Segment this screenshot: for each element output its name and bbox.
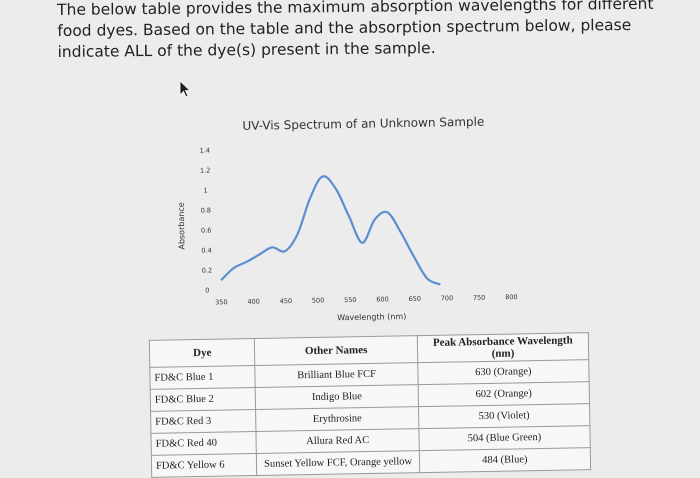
dye-table-container: Dye Other Names Peak Absorbance Waveleng… — [148, 332, 592, 478]
dye-table: Dye Other Names Peak Absorbance Waveleng… — [148, 332, 592, 478]
x-tick-label: 650 — [408, 295, 421, 303]
dye-cell: FD&C Yellow 6 — [151, 453, 258, 478]
mouse-cursor-icon — [179, 80, 192, 98]
y-tick-label: 0.8 — [201, 206, 211, 214]
y-tick-label: 0 — [205, 286, 209, 294]
header-peak-wavelength: Peak Absorbance Wavelength (nm) — [417, 332, 589, 363]
wavelength-cell: 530 (Violet) — [418, 403, 590, 429]
header-other-names: Other Names — [254, 335, 418, 366]
wavelength-cell: 630 (Orange) — [417, 359, 590, 385]
dye-cell: FD&C Blue 2 — [150, 387, 256, 412]
x-tick-label: 500 — [312, 296, 325, 304]
x-tick-label: 700 — [441, 294, 454, 302]
y-axis-label: Absorbance — [177, 202, 187, 250]
y-tick-label: 1.2 — [200, 166, 210, 174]
x-tick-label: 350 — [215, 298, 228, 306]
other-name-cell: Sunset Yellow FCF, Orange yellow — [256, 450, 420, 476]
x-tick-label: 450 — [280, 297, 293, 305]
x-tick-label: 600 — [376, 295, 389, 303]
other-name-cell: Erythrosine — [255, 406, 419, 432]
dye-cell: FD&C Red 3 — [150, 409, 257, 434]
absorption-spectrum-chart: UV-Vis Spectrum of an Unknown Sample Abs… — [168, 105, 532, 331]
dye-cell: FD&C Red 40 — [150, 431, 257, 456]
y-tick-label: 1.4 — [200, 146, 210, 154]
y-tick-label: 0.2 — [202, 266, 212, 274]
wavelength-cell: 504 (Blue Green) — [418, 425, 591, 451]
x-axis-label: Wavelength (nm) — [337, 312, 406, 322]
header-dye: Dye — [149, 338, 256, 368]
question-text: The below table provides the maximum abs… — [57, 0, 654, 61]
wavelength-cell: 484 (Blue) — [419, 447, 591, 473]
y-tick-label: 0.4 — [201, 246, 211, 254]
other-name-cell: Indigo Blue — [255, 384, 419, 410]
spectrum-line — [220, 175, 441, 286]
x-tick-label: 750 — [473, 294, 486, 302]
x-tick-labels: 350 400 450 500 550 600 650 700 750 800 — [215, 293, 518, 306]
other-name-cell: Brilliant Blue FCF — [255, 362, 418, 388]
y-tick-label: 0.6 — [201, 226, 211, 234]
dye-cell: FD&C Blue 1 — [149, 365, 256, 390]
chart-svg: UV-Vis Spectrum of an Unknown Sample Abs… — [177, 115, 518, 323]
y-tick-labels: 0 0.2 0.4 0.6 0.8 1 1.2 1.4 — [200, 146, 213, 294]
y-tick-label: 1 — [203, 186, 207, 194]
wavelength-cell: 602 (Orange) — [417, 381, 590, 407]
chart-title: UV-Vis Spectrum of an Unknown Sample — [242, 115, 484, 133]
x-tick-label: 400 — [247, 298, 260, 306]
x-tick-label: 550 — [344, 296, 357, 304]
other-name-cell: Allura Red AC — [256, 428, 420, 454]
x-tick-label: 800 — [505, 293, 518, 301]
